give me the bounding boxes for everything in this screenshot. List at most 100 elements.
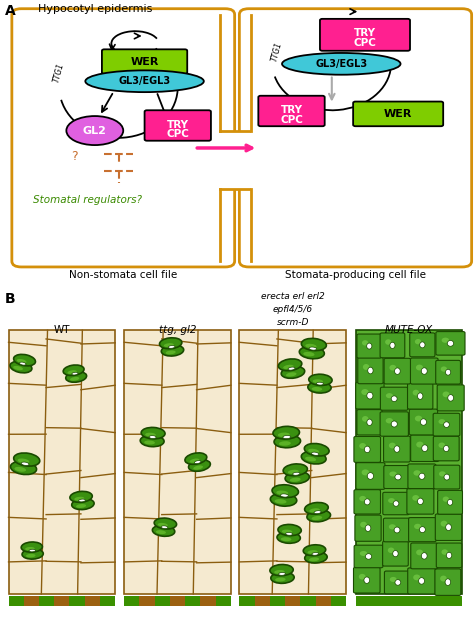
Ellipse shape bbox=[273, 426, 300, 439]
Ellipse shape bbox=[10, 361, 32, 373]
Ellipse shape bbox=[305, 457, 316, 461]
Text: scrm-D: scrm-D bbox=[276, 318, 309, 326]
Ellipse shape bbox=[164, 343, 174, 347]
Ellipse shape bbox=[161, 526, 168, 529]
FancyBboxPatch shape bbox=[380, 412, 409, 436]
Ellipse shape bbox=[421, 368, 427, 374]
Ellipse shape bbox=[281, 494, 288, 497]
Text: ?: ? bbox=[71, 150, 78, 163]
FancyBboxPatch shape bbox=[436, 361, 460, 384]
Ellipse shape bbox=[359, 496, 366, 501]
Text: GL3/EGL3: GL3/EGL3 bbox=[315, 59, 367, 69]
Ellipse shape bbox=[444, 422, 449, 427]
Bar bbox=[124, 597, 139, 606]
Ellipse shape bbox=[441, 549, 448, 555]
Bar bbox=[70, 597, 85, 606]
Ellipse shape bbox=[304, 444, 329, 456]
Ellipse shape bbox=[367, 392, 373, 399]
Ellipse shape bbox=[274, 435, 301, 448]
Ellipse shape bbox=[386, 418, 393, 424]
Ellipse shape bbox=[190, 459, 200, 463]
Bar bbox=[185, 597, 201, 606]
Ellipse shape bbox=[74, 497, 84, 500]
Ellipse shape bbox=[158, 523, 168, 527]
Ellipse shape bbox=[156, 530, 166, 534]
FancyBboxPatch shape bbox=[102, 49, 187, 74]
Ellipse shape bbox=[419, 578, 425, 584]
Ellipse shape bbox=[444, 474, 449, 480]
Ellipse shape bbox=[413, 390, 419, 396]
Ellipse shape bbox=[394, 527, 400, 533]
Ellipse shape bbox=[292, 472, 300, 475]
Bar bbox=[301, 597, 316, 606]
Bar bbox=[417, 597, 432, 606]
Ellipse shape bbox=[359, 574, 365, 580]
Ellipse shape bbox=[22, 549, 43, 559]
FancyBboxPatch shape bbox=[353, 102, 443, 126]
FancyBboxPatch shape bbox=[438, 490, 463, 514]
Ellipse shape bbox=[308, 382, 331, 393]
FancyBboxPatch shape bbox=[384, 571, 411, 594]
Ellipse shape bbox=[76, 504, 86, 508]
Ellipse shape bbox=[67, 370, 77, 374]
Text: TRY: TRY bbox=[281, 105, 302, 115]
Ellipse shape bbox=[149, 436, 156, 439]
Text: WER: WER bbox=[384, 109, 412, 119]
Bar bbox=[170, 597, 185, 606]
Ellipse shape bbox=[286, 373, 297, 377]
Ellipse shape bbox=[307, 510, 330, 522]
FancyBboxPatch shape bbox=[383, 541, 408, 566]
Ellipse shape bbox=[419, 342, 425, 348]
Text: epfl4/5/6: epfl4/5/6 bbox=[273, 305, 313, 314]
Ellipse shape bbox=[389, 524, 396, 529]
Bar bbox=[139, 597, 155, 606]
Text: TTG1: TTG1 bbox=[52, 62, 66, 83]
Ellipse shape bbox=[70, 377, 79, 381]
Text: Hypocotyl epidermis: Hypocotyl epidermis bbox=[38, 4, 152, 14]
Ellipse shape bbox=[165, 351, 176, 354]
FancyBboxPatch shape bbox=[358, 358, 383, 384]
Ellipse shape bbox=[414, 524, 421, 529]
FancyBboxPatch shape bbox=[381, 388, 408, 410]
Ellipse shape bbox=[446, 369, 451, 375]
Ellipse shape bbox=[421, 553, 427, 559]
FancyBboxPatch shape bbox=[354, 545, 383, 568]
Ellipse shape bbox=[29, 549, 36, 552]
Ellipse shape bbox=[25, 547, 35, 550]
Ellipse shape bbox=[26, 554, 36, 557]
Bar bbox=[218, 130, 254, 188]
Ellipse shape bbox=[365, 499, 370, 505]
Bar bbox=[155, 597, 170, 606]
Ellipse shape bbox=[288, 367, 295, 370]
Ellipse shape bbox=[312, 387, 322, 391]
FancyBboxPatch shape bbox=[437, 385, 464, 411]
Ellipse shape bbox=[446, 524, 451, 530]
Ellipse shape bbox=[362, 340, 368, 346]
Ellipse shape bbox=[388, 547, 394, 553]
Ellipse shape bbox=[66, 372, 87, 383]
Bar bbox=[255, 597, 270, 606]
Ellipse shape bbox=[413, 470, 421, 475]
Bar bbox=[201, 597, 216, 606]
Ellipse shape bbox=[385, 339, 392, 345]
FancyBboxPatch shape bbox=[384, 466, 412, 489]
Ellipse shape bbox=[448, 394, 454, 401]
FancyBboxPatch shape bbox=[145, 110, 211, 141]
Bar bbox=[124, 330, 231, 594]
Text: erecta erl erl2: erecta erl erl2 bbox=[261, 292, 325, 301]
Text: MUTE-OX: MUTE-OX bbox=[385, 325, 433, 335]
Ellipse shape bbox=[299, 346, 324, 359]
Ellipse shape bbox=[447, 499, 453, 505]
FancyBboxPatch shape bbox=[433, 436, 459, 461]
Ellipse shape bbox=[445, 579, 451, 585]
FancyBboxPatch shape bbox=[357, 409, 382, 435]
Ellipse shape bbox=[447, 341, 454, 346]
Ellipse shape bbox=[415, 416, 422, 421]
Ellipse shape bbox=[447, 552, 452, 558]
Ellipse shape bbox=[274, 499, 286, 504]
FancyBboxPatch shape bbox=[320, 19, 410, 51]
FancyBboxPatch shape bbox=[354, 567, 380, 593]
Ellipse shape bbox=[282, 530, 292, 534]
Ellipse shape bbox=[274, 570, 285, 574]
Ellipse shape bbox=[161, 345, 184, 356]
